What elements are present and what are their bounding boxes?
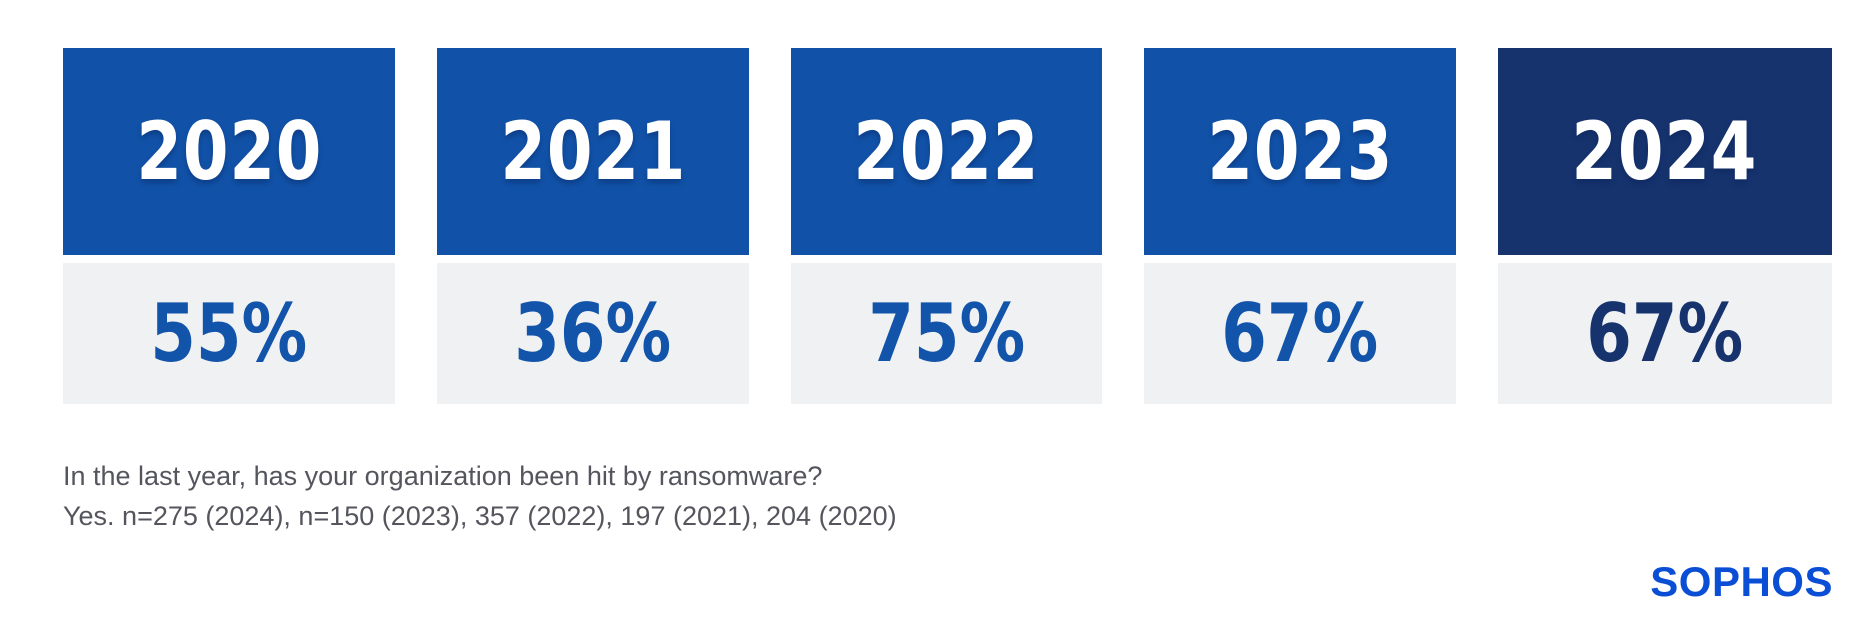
year-block: 2022	[790, 48, 1103, 255]
year-block: 2020	[63, 48, 396, 255]
percentage-block: 67%	[1497, 263, 1833, 404]
percentage-block: 75%	[790, 263, 1103, 404]
year-column-2021: 2021 36%	[437, 48, 749, 404]
ransomware-rate-chart: 2020 55% 2021 36% 2022 75% 2023 67% 2024	[63, 48, 1833, 404]
caption: In the last year, has your organization …	[63, 456, 897, 536]
percentage-block: 67%	[1144, 263, 1456, 404]
percentage-value: 67%	[1586, 287, 1744, 380]
year-column-2022: 2022 75%	[790, 48, 1103, 404]
year-column-2020: 2020 55%	[63, 48, 396, 404]
percentage-value: 67%	[1221, 287, 1379, 380]
percentage-block: 36%	[437, 263, 749, 404]
year-label: 2024	[1571, 105, 1758, 198]
percentage-block: 55%	[63, 263, 396, 404]
year-label: 2023	[1206, 105, 1393, 198]
year-block: 2023	[1144, 48, 1456, 255]
year-column-2023: 2023 67%	[1144, 48, 1456, 404]
year-label: 2020	[136, 105, 323, 198]
percentage-value: 36%	[514, 287, 672, 380]
percentage-value: 55%	[150, 287, 308, 380]
percentage-value: 75%	[867, 287, 1026, 380]
year-label: 2022	[853, 105, 1040, 198]
year-label: 2021	[500, 105, 687, 198]
year-block: 2021	[437, 48, 749, 255]
caption-sample: Yes. n=275 (2024), n=150 (2023), 357 (20…	[63, 501, 897, 531]
year-block: 2024	[1497, 48, 1833, 255]
sophos-logo: SOPHOS	[1650, 558, 1833, 605]
year-column-2024: 2024 67%	[1497, 48, 1833, 404]
caption-question: In the last year, has your organization …	[63, 461, 823, 491]
